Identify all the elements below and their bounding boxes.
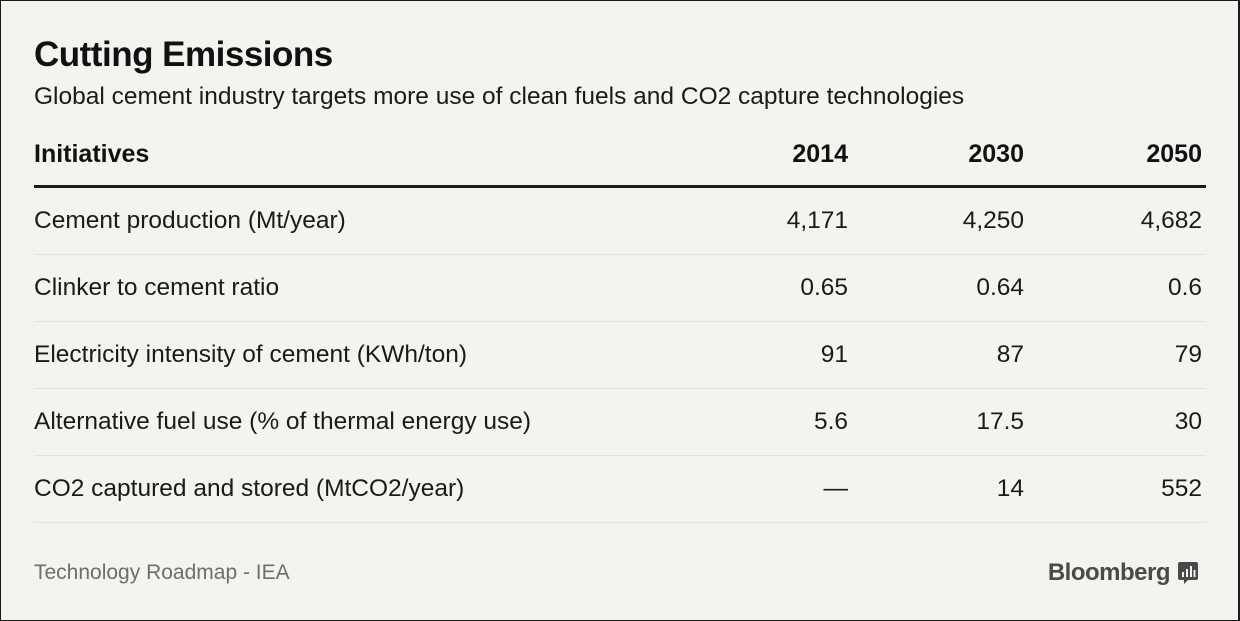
row-label: Alternative fuel use (% of thermal energ… [34, 388, 674, 456]
column-header-initiatives: Initiatives [34, 123, 674, 188]
brand-name: Bloomberg [1047, 559, 1171, 586]
brand-logo: Bloomberg [1048, 559, 1198, 587]
cell-value: 4,171 [674, 186, 852, 255]
column-header-2014: 2014 [674, 123, 852, 188]
cell-value: 87 [852, 321, 1028, 389]
cell-value: 552 [1028, 455, 1206, 523]
row-label: Electricity intensity of cement (KWh/ton… [34, 321, 674, 389]
cell-value: 0.64 [852, 254, 1028, 322]
table-row: Cement production (Mt/year) 4,171 4,250 … [34, 186, 1206, 255]
chart-subtitle: Global cement industry targets more use … [34, 83, 965, 110]
table-row: CO2 captured and stored (MtCO2/year) — 1… [34, 455, 1206, 523]
row-label: CO2 captured and stored (MtCO2/year) [34, 455, 674, 523]
header-row: Initiatives 2014 2030 2050 [34, 123, 1206, 188]
cell-value: 17.5 [852, 388, 1028, 456]
row-label: Clinker to cement ratio [34, 254, 674, 322]
data-table: Initiatives 2014 2030 2050 Cement produc… [34, 123, 1206, 523]
chart-title: Cutting Emissions [34, 35, 333, 74]
cell-value: 30 [1028, 388, 1206, 456]
cell-value: 91 [674, 321, 852, 389]
source-note: Technology Roadmap - IEA [34, 561, 290, 584]
cell-value: 79 [1028, 321, 1206, 389]
table-row: Clinker to cement ratio 0.65 0.64 0.6 [34, 254, 1206, 322]
cell-value: — [674, 455, 852, 523]
cell-value: 0.65 [674, 254, 852, 322]
bloomberg-chart-icon [1178, 562, 1198, 584]
cell-value: 0.6 [1028, 254, 1206, 322]
row-label: Cement production (Mt/year) [34, 186, 674, 255]
column-header-2030: 2030 [852, 123, 1028, 188]
table-row: Electricity intensity of cement (KWh/ton… [34, 321, 1206, 389]
cell-value: 4,250 [852, 186, 1028, 255]
table-row: Alternative fuel use (% of thermal energ… [34, 388, 1206, 456]
cell-value: 4,682 [1028, 186, 1206, 255]
cell-value: 5.6 [674, 388, 852, 456]
cell-value: 14 [852, 455, 1028, 523]
column-header-2050: 2050 [1028, 123, 1206, 188]
